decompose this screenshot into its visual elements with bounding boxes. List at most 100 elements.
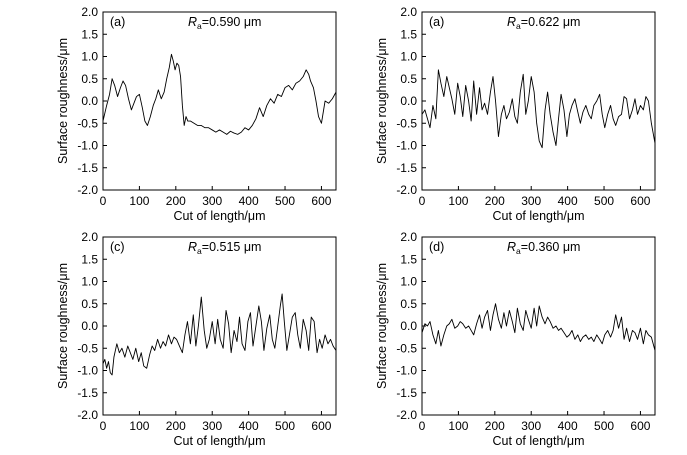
y-tick-label: 0.5 [81,72,98,86]
x-tick-label: 300 [521,194,541,208]
ra-symbol: R [188,240,197,254]
y-axis-label: Surface roughness/μm [56,38,70,164]
y-tick-label: 0.0 [400,319,417,333]
x-tick-label: 600 [311,419,331,433]
y-tick-label: -1.5 [396,386,417,400]
plot-frame [102,11,337,191]
y-tick-label: -1.0 [396,364,417,378]
y-tick-label: 1.0 [81,50,98,64]
x-tick-label: 500 [594,419,614,433]
x-tick-label: 0 [100,194,107,208]
y-tick-label: 0.5 [400,72,417,86]
x-axis-label: Cut of length/μm [493,209,585,223]
y-tick-label: -2.0 [396,183,417,197]
x-axis-label: Cut of length/μm [174,434,266,448]
roughness-annotation: Ra=0.515 μm [188,240,261,256]
plot-frame [421,11,656,191]
y-tick-label: 1.0 [400,50,417,64]
y-tick-label: -0.5 [77,116,98,130]
y-tick-label: 2.0 [400,5,417,19]
panel-label: (d) [429,240,444,254]
y-tick-label: 0.5 [400,297,417,311]
y-tick-label: 0.0 [81,319,98,333]
panel-label: (a) [429,15,444,29]
ra-symbol: R [188,15,197,29]
y-tick-label: 2.0 [400,230,417,244]
y-tick-label: 2.0 [81,5,98,19]
y-tick-label: -2.0 [396,408,417,422]
y-tick-label: -1.5 [396,161,417,175]
roughness-profile-line [421,69,656,149]
x-tick-label: 200 [166,419,186,433]
y-tick-label: -1.0 [77,139,98,153]
y-tick-label: 1.5 [81,252,98,266]
y-tick-label: -2.0 [77,408,98,422]
panel-label: (c) [110,240,125,254]
x-tick-label: 300 [202,419,222,433]
x-tick-label: 100 [129,194,149,208]
x-axis-label: Cut of length/μm [174,209,266,223]
y-tick-label: -1.0 [396,139,417,153]
roughness-annotation: Ra=0.360 μm [507,240,580,256]
y-tick-label: -1.0 [77,364,98,378]
ra-value: =0.515 μm [202,240,262,254]
ra-subscript: a [516,21,521,31]
x-tick-label: 600 [630,419,650,433]
ra-value: =0.622 μm [521,15,581,29]
y-tick-label: -0.5 [396,341,417,355]
x-tick-label: 500 [275,194,295,208]
y-tick-label: 1.0 [400,275,417,289]
x-tick-label: 400 [239,419,259,433]
plot-frame [102,236,337,416]
chart-panel-3: 0 100 200 300 400 500 600 -2.0 -1.5 -1.0 -0.5 0.0 0.… [56,230,337,448]
chart-panel-1: 0 100 200 300 400 500 600 -2.0 -1.5 -1.0 -0.5 0.0 0.… [56,5,337,223]
x-tick-label: 0 [419,194,426,208]
y-tick-label: 0.0 [81,94,98,108]
x-tick-label: 500 [275,419,295,433]
chart-panel-2: 0 100 200 300 400 500 600 -2.0 -1.5 -1.0 -0.5 0.0 0.… [375,5,656,223]
y-axis-label: Surface roughness/μm [375,38,389,164]
ra-subscript: a [197,21,202,31]
x-tick-label: 400 [558,419,578,433]
x-tick-label: 200 [485,194,505,208]
x-tick-label: 0 [100,419,107,433]
roughness-profile-line [421,303,656,351]
roughness-annotation: Ra=0.590 μm [188,15,261,31]
y-tick-label: -0.5 [396,116,417,130]
y-axis-label: Surface roughness/μm [375,263,389,389]
y-tick-label: 0.5 [81,297,98,311]
y-tick-label: 1.5 [81,27,98,41]
chart-panel-4: 0 100 200 300 400 500 600 -2.0 -1.5 -1.0 -0.5 0.0 0.… [375,230,656,448]
y-tick-label: -1.5 [77,161,98,175]
y-tick-label: -1.5 [77,386,98,400]
roughness-profile-line [102,53,337,135]
x-tick-label: 100 [129,419,149,433]
roughness-profile-line [102,293,337,376]
x-tick-label: 300 [521,419,541,433]
ra-symbol: R [507,240,516,254]
ra-value: =0.590 μm [202,15,262,29]
x-tick-label: 200 [166,194,186,208]
y-tick-label: 1.5 [400,27,417,41]
x-tick-label: 600 [311,194,331,208]
x-tick-label: 200 [485,419,505,433]
ra-value: =0.360 μm [521,240,581,254]
x-tick-label: 100 [448,419,468,433]
x-tick-label: 500 [594,194,614,208]
x-tick-label: 100 [448,194,468,208]
roughness-annotation: Ra=0.622 μm [507,15,580,31]
y-tick-label: -2.0 [77,183,98,197]
ra-symbol: R [507,15,516,29]
y-tick-label: -0.5 [77,341,98,355]
x-tick-label: 400 [239,194,259,208]
y-axis-label: Surface roughness/μm [56,263,70,389]
ra-subscript: a [197,246,202,256]
x-tick-label: 300 [202,194,222,208]
x-tick-label: 600 [630,194,650,208]
y-tick-label: 1.5 [400,252,417,266]
x-axis-label: Cut of length/μm [493,434,585,448]
y-tick-label: 1.0 [81,275,98,289]
ra-subscript: a [516,246,521,256]
x-tick-label: 0 [419,419,426,433]
